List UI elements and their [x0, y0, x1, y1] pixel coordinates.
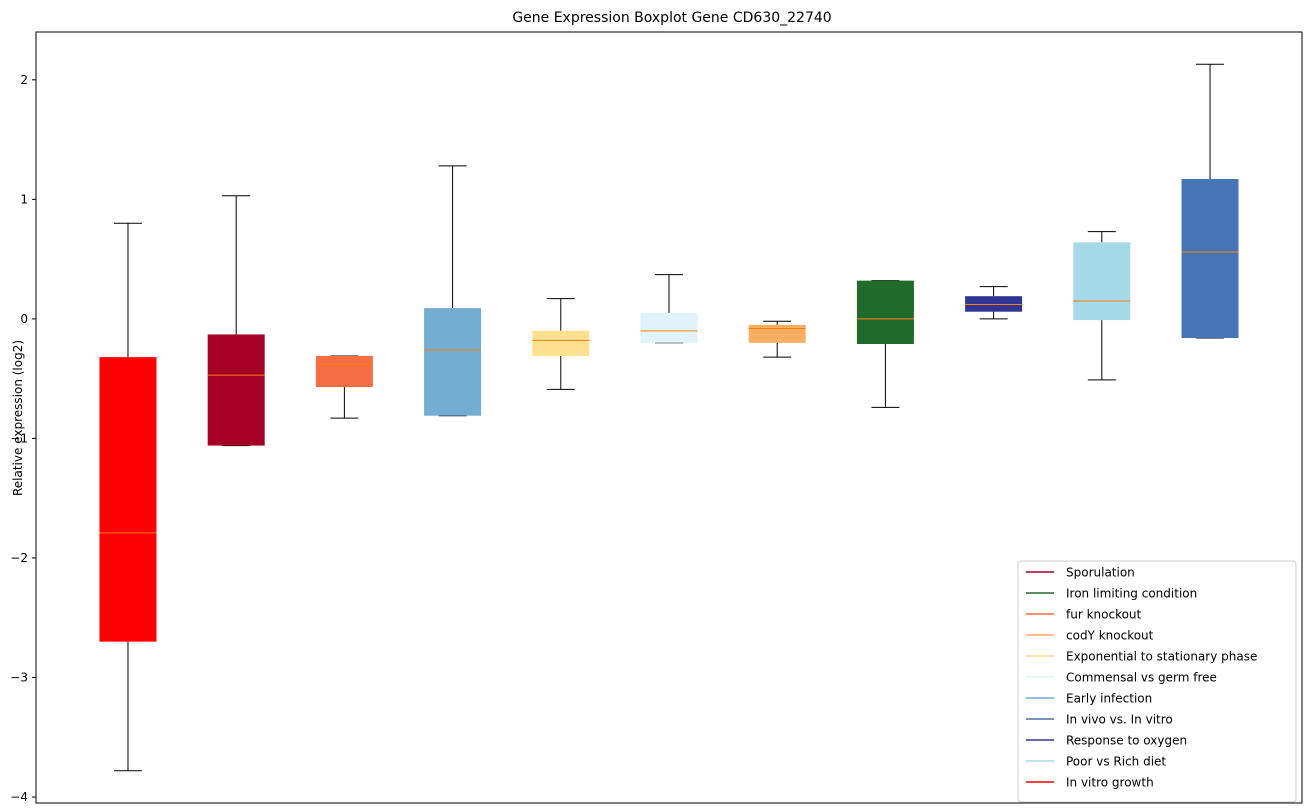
y-tick-label: 1 [20, 192, 28, 206]
box-11 [1181, 63, 1239, 339]
y-axis-ticks: −4 −3 −2 −1 0 1 2 [10, 73, 36, 804]
y-tick-label: −1 [10, 431, 28, 445]
box-iqr [856, 280, 914, 344]
box-iqr [532, 330, 590, 356]
box-iqr [1181, 179, 1239, 339]
box-iqr [207, 334, 265, 446]
box-1 [99, 222, 157, 772]
plot-area-frame [35, 31, 1303, 804]
box-series [99, 63, 1239, 772]
legend-label: Commensal vs germ free [1066, 671, 1217, 685]
box-iqr [315, 355, 373, 388]
legend-item: codY knockout [1026, 629, 1154, 643]
legend-label: Response to oxygen [1066, 734, 1187, 748]
y-tick-label: 0 [20, 312, 28, 326]
box-iqr [748, 324, 806, 343]
legend-item: Iron limiting condition [1026, 587, 1197, 601]
legend-label: codY knockout [1066, 629, 1154, 643]
legend-label: Early infection [1066, 692, 1152, 706]
legend-item: In vitro growth [1026, 776, 1154, 790]
box-2 [207, 195, 265, 447]
legend-item: Early infection [1026, 692, 1152, 706]
y-tick-label: −2 [10, 551, 28, 565]
legend: Sporulation Iron limiting condition fur kn… [1017, 560, 1297, 803]
legend-item: In vivo vs. In vitro [1026, 713, 1173, 727]
legend-label: Iron limiting condition [1066, 587, 1197, 601]
chart-title: Gene Expression Boxplot Gene CD630_22740 [512, 10, 831, 26]
legend-item: Response to oxygen [1026, 734, 1187, 748]
y-tick-label: −3 [10, 670, 28, 684]
box-iqr [424, 308, 482, 416]
box-6 [640, 274, 698, 344]
box-5 [532, 298, 590, 390]
box-3 [315, 355, 373, 419]
box-iqr [99, 357, 157, 642]
box-4 [424, 165, 482, 417]
legend-label: fur knockout [1066, 608, 1142, 622]
legend-label: Exponential to stationary phase [1066, 650, 1257, 664]
legend-item: Exponential to stationary phase [1026, 650, 1257, 664]
box-7 [748, 320, 806, 358]
legend-item: Sporulation [1026, 566, 1135, 580]
legend-label: In vitro growth [1066, 776, 1154, 790]
legend-item: Commensal vs germ free [1026, 671, 1217, 685]
box-iqr [640, 312, 698, 343]
box-iqr [965, 296, 1023, 312]
box-10 [1073, 231, 1131, 381]
y-tick-label: −4 [10, 790, 28, 804]
box-9 [965, 286, 1023, 320]
y-axis-label: Relative expression (log2) [11, 340, 25, 496]
legend-label: In vivo vs. In vitro [1066, 713, 1173, 727]
y-tick-label: 2 [20, 73, 28, 87]
legend-label: Sporulation [1066, 566, 1135, 580]
legend-frame [1017, 560, 1297, 803]
box-8 [856, 280, 914, 408]
legend-item: fur knockout [1026, 608, 1142, 622]
legend-label: Poor vs Rich diet [1066, 755, 1166, 769]
box-iqr [1073, 242, 1131, 321]
legend-item: Poor vs Rich diet [1026, 755, 1166, 769]
